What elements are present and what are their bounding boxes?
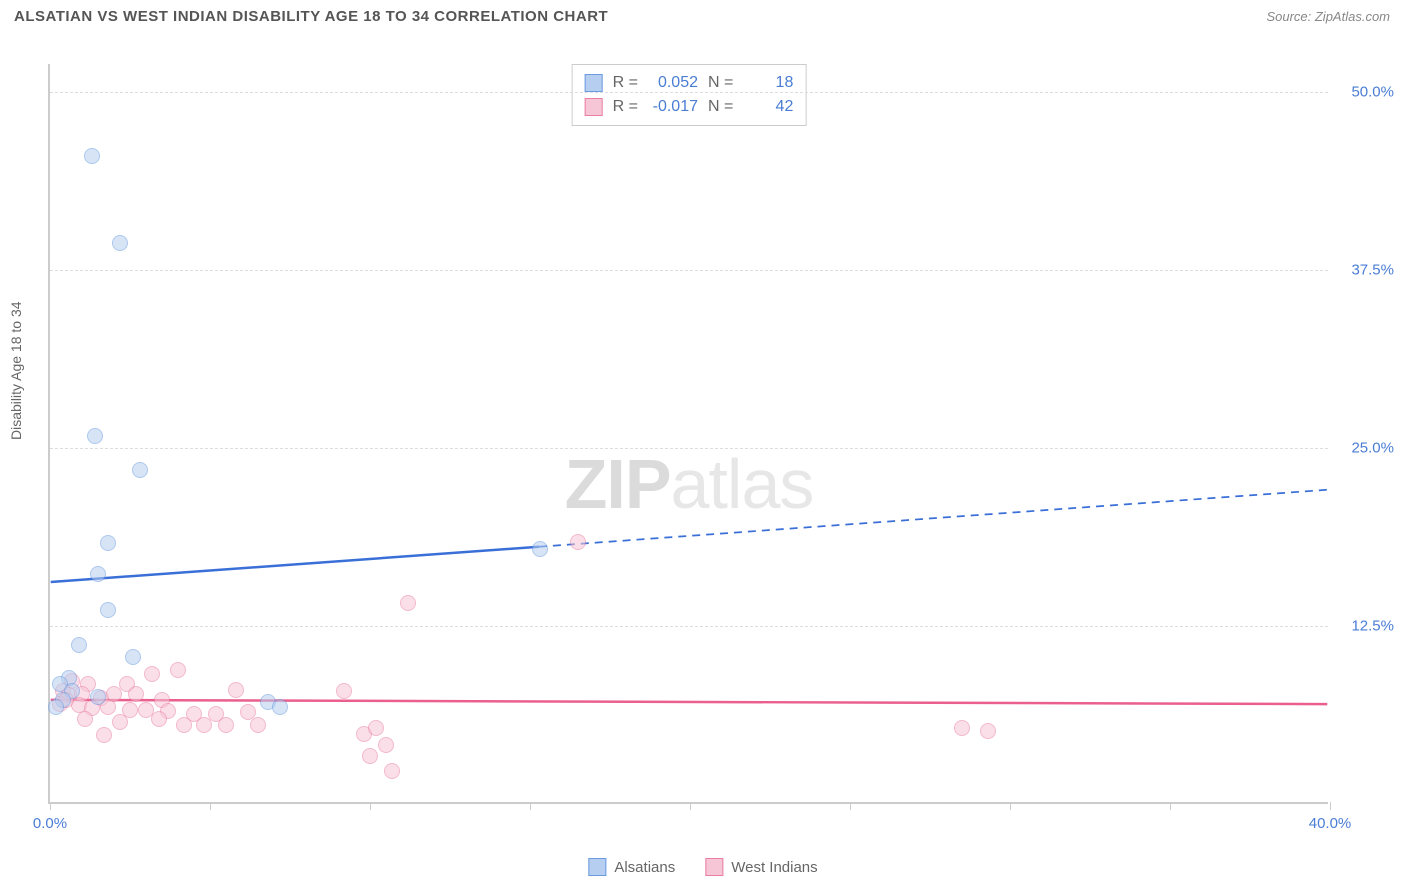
swatch-westindians-icon xyxy=(705,858,723,876)
bottom-legend: Alsatians West Indians xyxy=(588,858,817,876)
scatter-point-alsatians xyxy=(100,535,116,551)
chart-area: ZIPatlas R = 0.052 N = 18 R = -0.017 N =… xyxy=(48,64,1328,804)
scatter-point-westindians xyxy=(196,717,212,733)
legend-label-alsatians: Alsatians xyxy=(614,859,675,876)
x-tick xyxy=(50,802,51,810)
legend-item-alsatians: Alsatians xyxy=(588,858,675,876)
x-tick-label: 0.0% xyxy=(33,815,67,832)
x-tick-label: 40.0% xyxy=(1309,815,1352,832)
scatter-point-alsatians xyxy=(532,541,548,557)
scatter-point-alsatians xyxy=(48,699,64,715)
scatter-point-westindians xyxy=(170,662,186,678)
scatter-point-westindians xyxy=(954,720,970,736)
scatter-point-westindians xyxy=(378,737,394,753)
legend-item-westindians: West Indians xyxy=(705,858,817,876)
y-axis-label: Disability Age 18 to 34 xyxy=(8,301,24,440)
r-label: R = xyxy=(613,71,638,95)
y-tick-label: 12.5% xyxy=(1334,618,1394,635)
scatter-point-westindians xyxy=(96,727,112,743)
watermark-bold: ZIP xyxy=(565,445,671,523)
scatter-point-alsatians xyxy=(112,235,128,251)
scatter-point-westindians xyxy=(400,595,416,611)
n-value-alsatians: 18 xyxy=(743,71,793,95)
y-tick-label: 37.5% xyxy=(1334,262,1394,279)
scatter-point-alsatians xyxy=(84,148,100,164)
x-tick xyxy=(210,802,211,810)
scatter-point-alsatians xyxy=(132,462,148,478)
watermark-light: atlas xyxy=(671,445,814,523)
y-tick-label: 25.0% xyxy=(1334,440,1394,457)
gridline-h xyxy=(50,448,1328,449)
r-value-alsatians: 0.052 xyxy=(648,71,698,95)
scatter-point-alsatians xyxy=(272,699,288,715)
scatter-point-westindians xyxy=(144,666,160,682)
x-tick xyxy=(850,802,851,810)
x-tick xyxy=(1330,802,1331,810)
scatter-point-westindians xyxy=(362,748,378,764)
scatter-point-westindians xyxy=(218,717,234,733)
scatter-point-westindians xyxy=(250,717,266,733)
scatter-point-alsatians xyxy=(90,566,106,582)
scatter-point-alsatians xyxy=(125,649,141,665)
n-value-westindians: 42 xyxy=(743,95,793,119)
y-tick-label: 50.0% xyxy=(1334,84,1394,101)
scatter-point-westindians xyxy=(112,714,128,730)
r-value-westindians: -0.017 xyxy=(648,95,698,119)
gridline-h xyxy=(50,626,1328,627)
scatter-point-alsatians xyxy=(71,637,87,653)
scatter-point-alsatians xyxy=(90,689,106,705)
stats-legend-box: R = 0.052 N = 18 R = -0.017 N = 42 xyxy=(572,64,807,126)
scatter-point-westindians xyxy=(228,682,244,698)
scatter-point-westindians xyxy=(336,683,352,699)
r-label: R = xyxy=(613,95,638,119)
stats-row-westindians: R = -0.017 N = 42 xyxy=(585,95,794,119)
scatter-point-westindians xyxy=(176,717,192,733)
swatch-alsatians-icon xyxy=(588,858,606,876)
gridline-h xyxy=(50,92,1328,93)
swatch-alsatians xyxy=(585,74,603,92)
scatter-point-westindians xyxy=(980,723,996,739)
n-label: N = xyxy=(708,71,733,95)
x-tick xyxy=(690,802,691,810)
watermark: ZIPatlas xyxy=(565,444,814,524)
swatch-westindians xyxy=(585,98,603,116)
x-tick xyxy=(1170,802,1171,810)
scatter-point-westindians xyxy=(384,763,400,779)
scatter-point-westindians xyxy=(77,711,93,727)
chart-title: ALSATIAN VS WEST INDIAN DISABILITY AGE 1… xyxy=(14,8,608,25)
n-label: N = xyxy=(708,95,733,119)
scatter-point-alsatians xyxy=(87,428,103,444)
scatter-point-westindians xyxy=(128,686,144,702)
chart-header: ALSATIAN VS WEST INDIAN DISABILITY AGE 1… xyxy=(0,0,1406,25)
gridline-h xyxy=(50,270,1328,271)
x-tick xyxy=(370,802,371,810)
scatter-point-westindians xyxy=(151,711,167,727)
x-tick xyxy=(1010,802,1011,810)
plot-region: ZIPatlas R = 0.052 N = 18 R = -0.017 N =… xyxy=(48,64,1328,804)
x-tick xyxy=(530,802,531,810)
stats-row-alsatians: R = 0.052 N = 18 xyxy=(585,71,794,95)
scatter-point-westindians xyxy=(570,534,586,550)
scatter-point-alsatians xyxy=(100,602,116,618)
legend-label-westindians: West Indians xyxy=(731,859,817,876)
scatter-point-westindians xyxy=(368,720,384,736)
source-attribution: Source: ZipAtlas.com xyxy=(1266,9,1390,24)
